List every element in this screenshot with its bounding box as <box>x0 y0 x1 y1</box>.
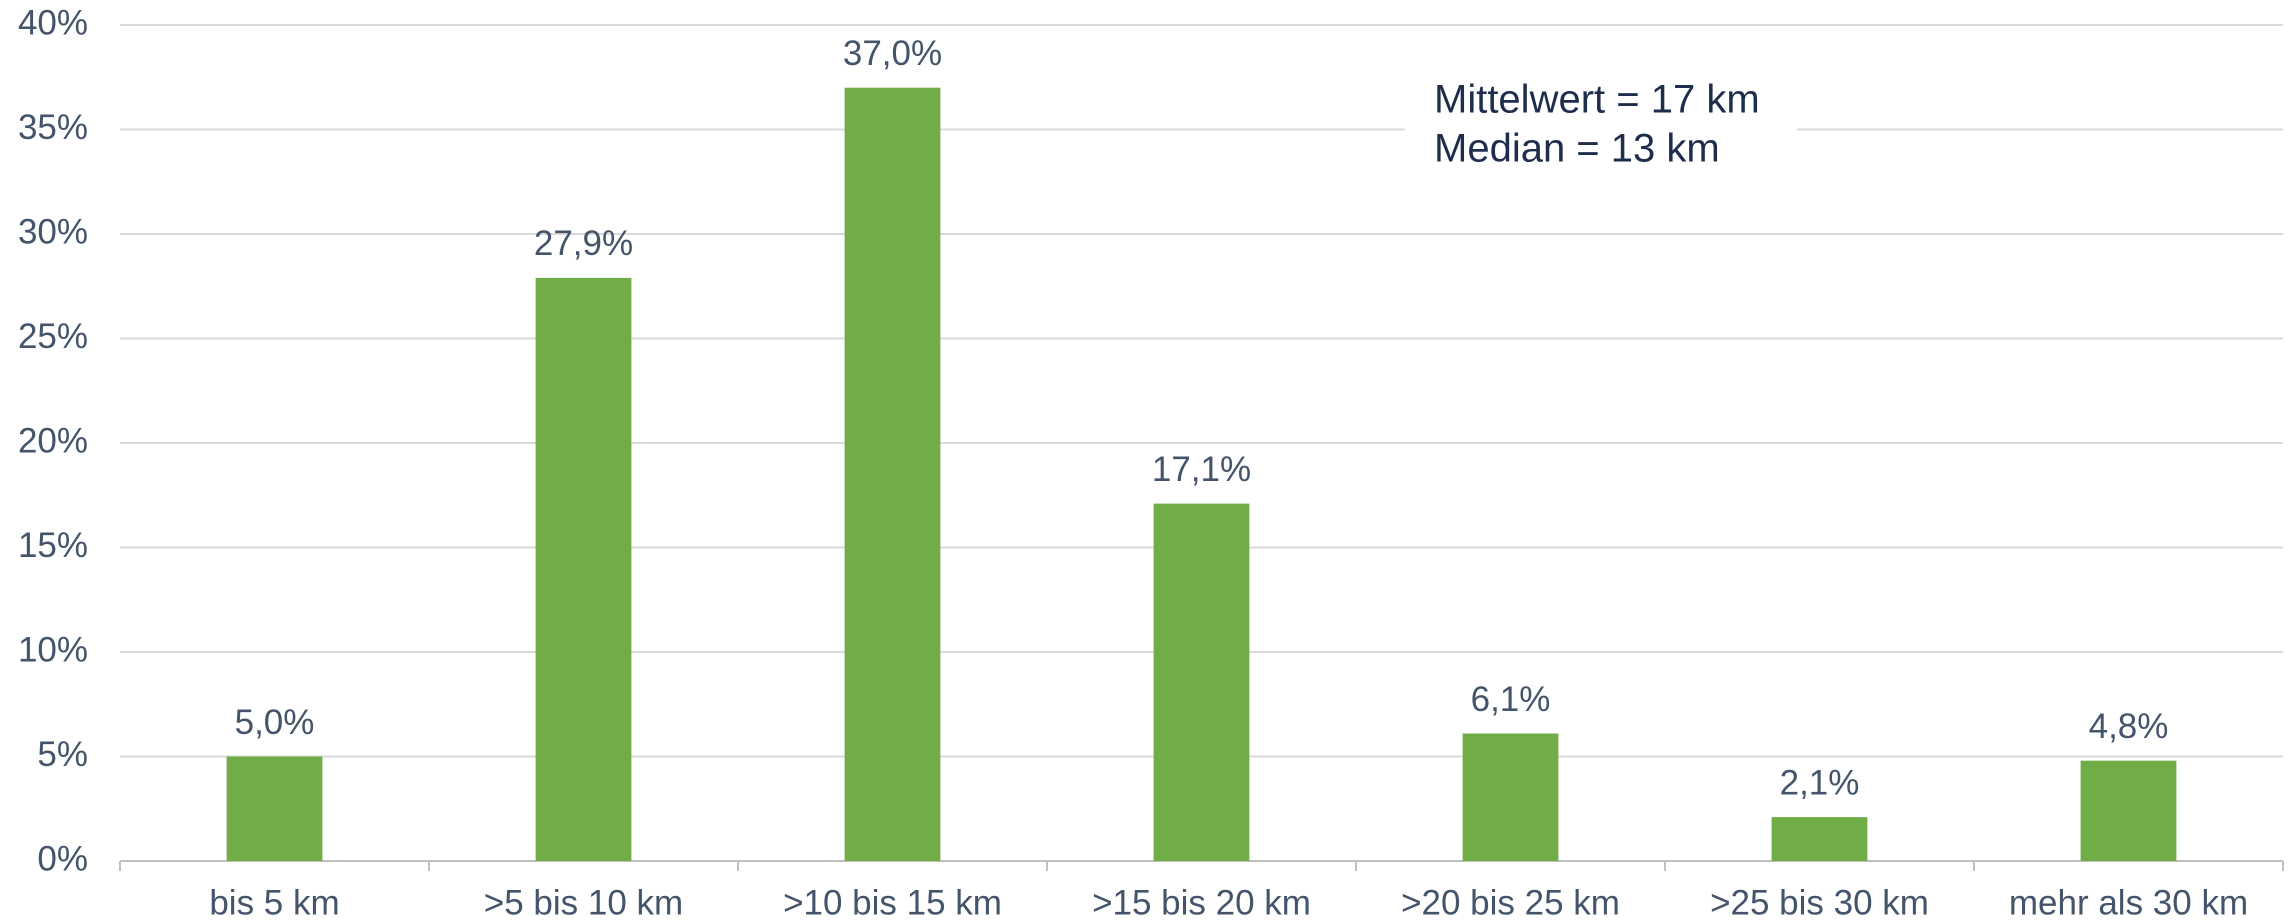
data-label: 6,1% <box>1471 680 1551 719</box>
x-tick-label: mehr als 30 km <box>2009 883 2248 922</box>
bar <box>1462 733 1559 861</box>
data-label: 37,0% <box>843 34 942 73</box>
x-tick-label: >20 bis 25 km <box>1401 883 1620 922</box>
x-tick-label: >15 bis 20 km <box>1092 883 1311 922</box>
grid <box>120 24 2283 862</box>
y-tick-label: 40% <box>18 3 88 42</box>
bar <box>1771 817 1868 861</box>
data-label: 5,0% <box>235 703 315 742</box>
annotation: Median = 13 km <box>1434 127 1720 171</box>
x-tick-label: >10 bis 15 km <box>783 883 1002 922</box>
y-tick-label: 15% <box>18 526 88 565</box>
bar <box>844 87 941 861</box>
x-tick-label: >25 bis 30 km <box>1710 883 1929 922</box>
x-tick-label: bis 5 km <box>209 883 339 922</box>
y-tick-label: 35% <box>18 108 88 147</box>
annotation: Mittelwert = 17 km <box>1434 78 1760 122</box>
y-tick-label: 5% <box>37 735 88 774</box>
annotation-box <box>1405 70 1797 176</box>
bar <box>1153 503 1250 861</box>
x-tick-label: >5 bis 10 km <box>484 883 683 922</box>
data-label: 4,8% <box>2089 707 2169 746</box>
data-label: 27,9% <box>534 224 633 263</box>
y-tick-label: 0% <box>37 839 88 878</box>
bar <box>2080 760 2177 861</box>
data-label: 17,1% <box>1152 450 1251 489</box>
y-tick-label: 25% <box>18 317 88 356</box>
bar <box>535 277 632 861</box>
bar <box>226 756 323 861</box>
data-label: 2,1% <box>1780 763 1860 802</box>
y-tick-label: 20% <box>18 421 88 460</box>
y-tick-label: 10% <box>18 630 88 669</box>
y-tick-label: 30% <box>18 212 88 251</box>
